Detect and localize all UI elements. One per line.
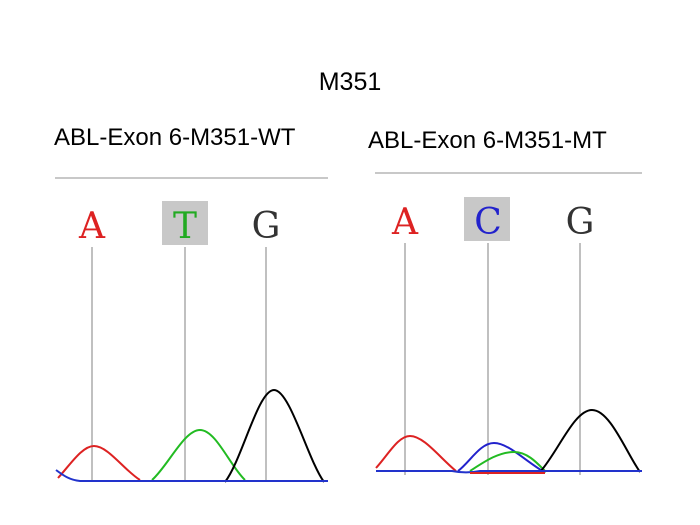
trace-c <box>457 441 545 473</box>
trace-a <box>375 434 457 472</box>
base-letter-c: C <box>474 202 502 243</box>
base-letter-t: T <box>173 206 197 247</box>
panel-title-wt: ABL-Exon 6-M351-WT <box>54 124 296 151</box>
base-letter-g: G <box>252 206 281 247</box>
chromatogram-wt: A T G <box>55 201 328 483</box>
trace-t <box>469 450 547 473</box>
highlight-box-wt <box>162 201 208 245</box>
baseline-trace <box>55 469 328 482</box>
chromatogram-mt: A C G <box>375 197 642 475</box>
base-letter-g: G <box>566 202 595 243</box>
trace-g <box>224 388 325 483</box>
trace-a <box>57 444 141 481</box>
trace-g <box>539 408 641 473</box>
highlight-box-mt <box>464 197 510 241</box>
base-letter-a: A <box>78 206 106 247</box>
figure-title: M351 <box>318 68 382 96</box>
base-letter-a: A <box>391 202 419 243</box>
baseline-trace <box>376 470 642 474</box>
panel-title-mt: ABL-Exon 6-M351-MT <box>368 127 607 154</box>
trace-t <box>151 428 246 481</box>
